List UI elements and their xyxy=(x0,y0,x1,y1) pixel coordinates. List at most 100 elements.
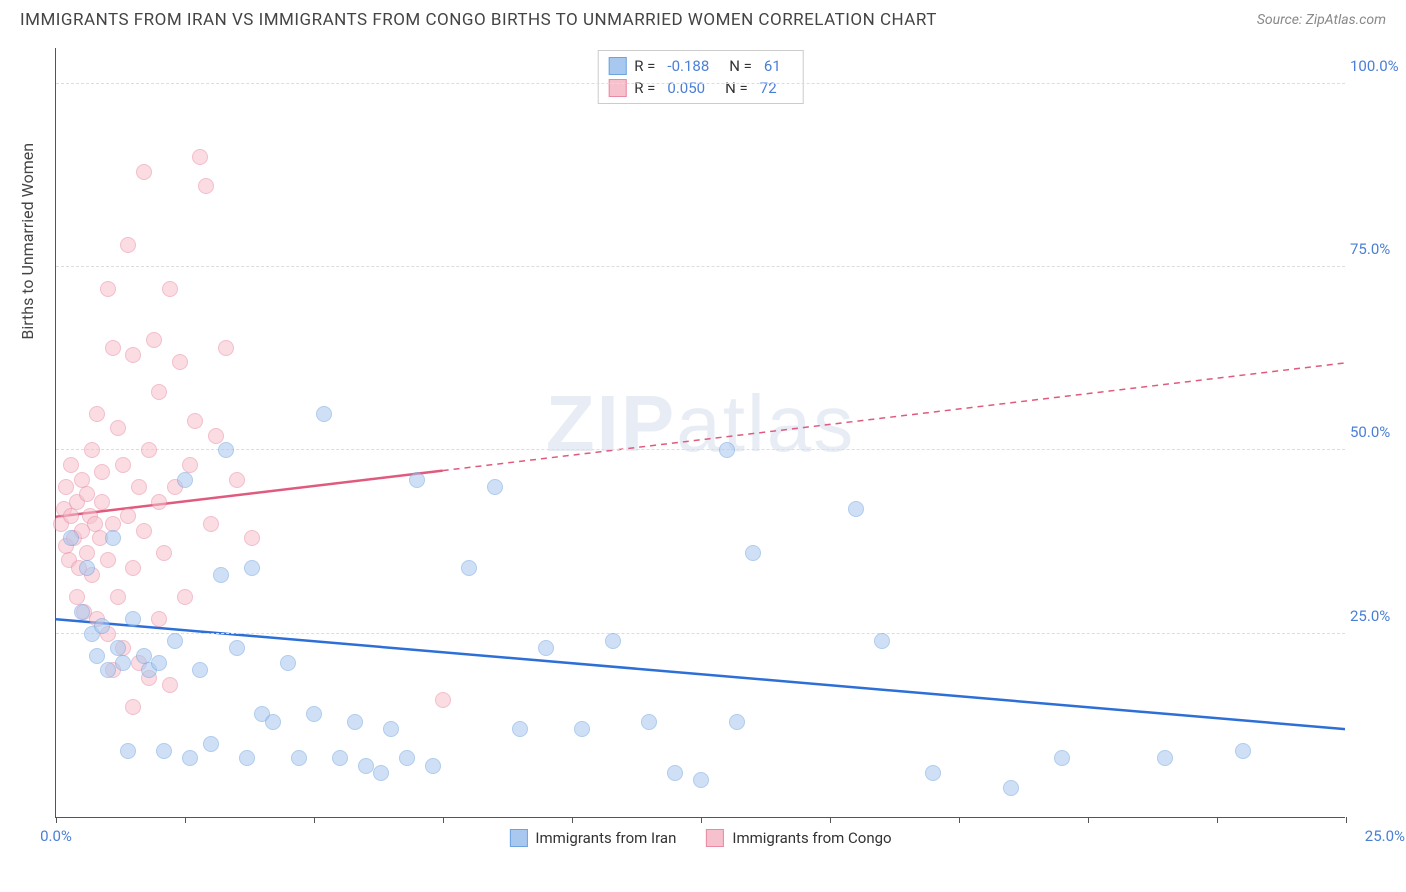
scatter-point xyxy=(136,164,152,180)
scatter-point xyxy=(125,347,141,363)
legend-series: Immigrants from Iran Immigrants from Con… xyxy=(509,829,891,847)
gridline xyxy=(56,266,1345,267)
scatter-point xyxy=(182,750,198,766)
scatter-point xyxy=(120,743,136,759)
swatch-iran xyxy=(509,829,527,847)
scatter-point xyxy=(182,457,198,473)
legend-label-congo: Immigrants from Congo xyxy=(732,829,891,847)
scatter-point xyxy=(151,384,167,400)
x-tick xyxy=(830,817,831,823)
scatter-point xyxy=(218,340,234,356)
scatter-point xyxy=(192,662,208,678)
scatter-point xyxy=(187,413,203,429)
scatter-point xyxy=(208,428,224,444)
watermark-light: atlas xyxy=(676,378,855,467)
scatter-point xyxy=(115,457,131,473)
x-tick xyxy=(1217,817,1218,823)
scatter-point xyxy=(89,406,105,422)
y-tick-label: 50.0% xyxy=(1350,423,1405,441)
trend-line-solid xyxy=(56,471,443,517)
n-value-iran: 61 xyxy=(764,57,781,75)
scatter-point xyxy=(874,633,890,649)
scatter-point xyxy=(79,560,95,576)
gridline xyxy=(56,633,1345,634)
swatch-congo xyxy=(706,829,724,847)
scatter-point xyxy=(316,406,332,422)
scatter-point xyxy=(115,655,131,671)
scatter-point xyxy=(198,178,214,194)
scatter-point xyxy=(203,736,219,752)
scatter-point xyxy=(218,442,234,458)
scatter-point xyxy=(125,560,141,576)
legend-item-congo: Immigrants from Congo xyxy=(706,829,891,847)
x-tick xyxy=(572,817,573,823)
chart-container: Births to Unmarried Women ZIPatlas R = -… xyxy=(0,38,1406,858)
r-value-iran: -0.188 xyxy=(667,57,709,75)
trend-line-solid xyxy=(56,619,1345,729)
scatter-point xyxy=(125,611,141,627)
scatter-point xyxy=(100,281,116,297)
x-tick xyxy=(1088,817,1089,823)
legend-correlation: R = -0.188 N = 61 R = 0.050 N = 72 xyxy=(597,50,804,104)
scatter-point xyxy=(1054,750,1070,766)
scatter-point xyxy=(745,545,761,561)
scatter-point xyxy=(125,699,141,715)
x-tick xyxy=(56,817,57,823)
trend-lines xyxy=(56,48,1345,817)
gridline xyxy=(56,449,1345,450)
scatter-point xyxy=(84,442,100,458)
scatter-point xyxy=(110,589,126,605)
scatter-point xyxy=(151,655,167,671)
scatter-point xyxy=(244,560,260,576)
x-tick xyxy=(1346,817,1347,823)
watermark: ZIPatlas xyxy=(546,377,855,469)
scatter-point xyxy=(105,340,121,356)
scatter-point xyxy=(156,545,172,561)
scatter-point xyxy=(79,486,95,502)
scatter-point xyxy=(146,332,162,348)
y-tick-label: 75.0% xyxy=(1350,240,1405,258)
legend-row-iran: R = -0.188 N = 61 xyxy=(608,55,793,77)
scatter-point xyxy=(151,611,167,627)
scatter-point xyxy=(265,714,281,730)
scatter-point xyxy=(1003,780,1019,796)
scatter-point xyxy=(105,530,121,546)
x-tick xyxy=(314,817,315,823)
scatter-point xyxy=(641,714,657,730)
scatter-point xyxy=(347,714,363,730)
scatter-point xyxy=(435,692,451,708)
scatter-point xyxy=(461,560,477,576)
plot-area: ZIPatlas R = -0.188 N = 61 R = 0.050 N =… xyxy=(55,48,1345,818)
y-tick-label: 25.0% xyxy=(1350,607,1405,625)
scatter-point xyxy=(487,479,503,495)
scatter-point xyxy=(925,765,941,781)
scatter-point xyxy=(87,516,103,532)
scatter-point xyxy=(172,354,188,370)
x-tick xyxy=(959,817,960,823)
scatter-point xyxy=(131,479,147,495)
scatter-point xyxy=(425,758,441,774)
scatter-point xyxy=(100,552,116,568)
scatter-point xyxy=(244,530,260,546)
scatter-point xyxy=(1235,743,1251,759)
scatter-point xyxy=(332,750,348,766)
scatter-point xyxy=(79,545,95,561)
scatter-point xyxy=(667,765,683,781)
scatter-point xyxy=(605,633,621,649)
scatter-point xyxy=(94,618,110,634)
scatter-point xyxy=(291,750,307,766)
scatter-point xyxy=(306,706,322,722)
scatter-point xyxy=(409,472,425,488)
x-tick xyxy=(185,817,186,823)
scatter-point xyxy=(94,494,110,510)
swatch-iran xyxy=(608,57,626,75)
scatter-point xyxy=(280,655,296,671)
scatter-point xyxy=(110,420,126,436)
chart-header: IMMIGRANTS FROM IRAN VS IMMIGRANTS FROM … xyxy=(0,0,1406,38)
trend-line-dashed xyxy=(443,363,1345,471)
scatter-point xyxy=(136,523,152,539)
scatter-point xyxy=(213,567,229,583)
scatter-point xyxy=(167,633,183,649)
scatter-point xyxy=(177,472,193,488)
scatter-point xyxy=(399,750,415,766)
